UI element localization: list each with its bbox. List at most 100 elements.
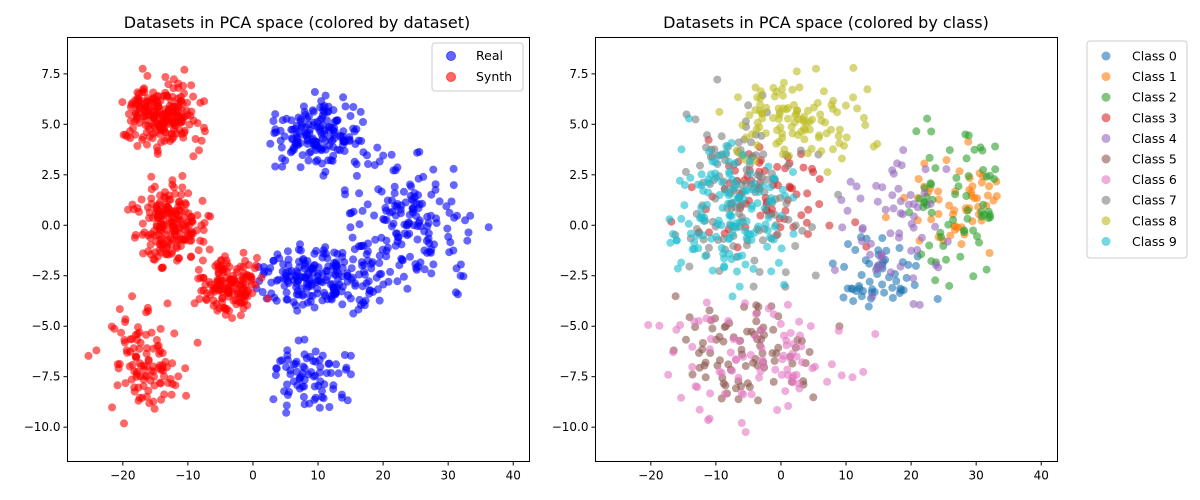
data-point [154,341,163,350]
data-point [352,160,361,169]
data-point [149,88,158,97]
data-point [185,221,193,230]
data-point [720,390,729,398]
data-point [756,100,765,109]
data-point [745,111,754,120]
data-point [701,252,710,260]
data-point [690,245,699,253]
data-point [269,395,278,404]
data-point [957,240,966,249]
data-point [174,372,183,381]
data-point [725,211,734,220]
data-point [429,165,438,174]
data-point [747,138,756,147]
data-point [387,150,396,159]
data-point [279,260,288,269]
data-point [108,403,117,412]
legend-marker [1101,236,1111,246]
data-point [463,236,472,245]
data-point [143,71,152,80]
data-point [205,278,214,286]
legend-label: Class 4 [1132,131,1177,146]
data-point [300,400,309,409]
data-point [774,258,783,267]
data-point [423,222,432,231]
data-point [282,408,291,417]
data-point [934,263,943,272]
data-point [172,236,181,245]
data-point [766,233,774,242]
data-point [784,402,793,410]
data-point [219,267,228,276]
data-point [158,349,167,357]
data-point [664,370,673,379]
data-point [704,243,713,252]
data-point [738,121,747,130]
data-point [754,302,763,311]
data-point [754,222,763,231]
data-point [673,264,682,273]
data-point [752,317,761,326]
data-point [432,214,441,223]
data-point [745,382,754,391]
data-point [192,226,201,235]
data-point [464,228,473,237]
data-point [757,344,766,353]
data-point [767,267,776,276]
data-point [283,247,292,256]
data-point [336,132,345,141]
data-point [852,182,861,191]
data-point [827,100,836,109]
data-point [218,294,227,303]
data-point [711,158,720,167]
data-point [817,147,826,156]
data-point [865,277,874,286]
data-point [373,285,382,294]
data-point [258,288,267,296]
data-point [809,168,818,177]
data-point [147,230,156,238]
data-point [168,180,177,189]
data-point [951,190,960,199]
legend-marker [1101,216,1111,226]
data-point [975,238,983,247]
data-point [276,126,285,135]
data-point [715,356,724,365]
data-point [352,125,361,134]
data-point [154,206,163,215]
legend-marker [1101,72,1111,82]
data-point [133,142,142,150]
data-point [174,99,183,108]
data-point [393,277,402,286]
data-point [934,210,943,218]
data-point [126,103,135,112]
data-point [703,131,712,140]
data-point [185,236,194,245]
legend-label-synth: Synth [476,69,512,84]
data-point [724,360,733,369]
data-point [962,154,971,163]
data-point [795,317,804,326]
data-point [739,352,747,361]
data-point [843,206,852,215]
data-point [773,162,782,171]
data-point [724,199,732,208]
data-point [171,189,180,198]
data-point [776,319,785,328]
data-point [733,194,742,203]
legend: Real Synth [431,42,524,92]
data-point [371,235,380,244]
data-point [907,246,916,255]
data-point [288,147,297,155]
data-point [152,110,161,119]
data-point [910,212,918,221]
data-point [327,156,335,165]
data-point [389,219,398,228]
data-point [443,224,452,233]
data-point [137,195,146,204]
data-point [286,366,295,375]
data-point [196,98,205,107]
data-point [699,231,708,240]
data-point [715,151,724,160]
legend-marker [1101,195,1111,205]
